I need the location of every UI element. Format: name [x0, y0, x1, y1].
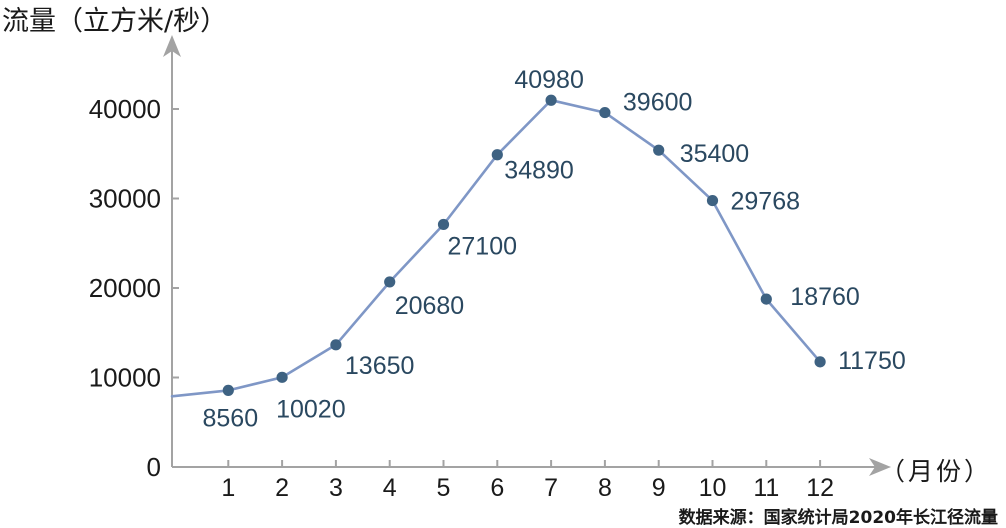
data-point-7 — [545, 94, 557, 106]
data-point-1 — [222, 384, 234, 396]
data-label-1: 8560 — [202, 404, 258, 432]
x-tick-label-10: 10 — [699, 474, 727, 502]
y-axis-title: 流量（立方米/秒） — [2, 6, 227, 37]
data-point-2 — [276, 371, 288, 383]
data-label-4: 20680 — [395, 292, 465, 320]
data-label-5: 27100 — [448, 232, 518, 260]
data-label-12: 11750 — [838, 347, 906, 375]
y-tick-label-40000: 40000 — [89, 94, 161, 124]
x-tick-label-6: 6 — [490, 474, 504, 502]
x-tick-label-8: 8 — [598, 474, 612, 502]
data-label-10: 29768 — [731, 188, 801, 216]
data-label-8: 39600 — [623, 89, 693, 117]
x-axis-arrowhead — [869, 458, 891, 476]
x-axis-title: （月份） — [880, 457, 992, 486]
data-label-7: 40980 — [514, 66, 584, 94]
data-point-5 — [437, 218, 450, 231]
data-point-4 — [384, 276, 396, 288]
y-tick-label-30000: 30000 — [89, 184, 161, 214]
data-labels: 8560 10020 13650 20680 27100 34890 40980 39600 3… — [202, 66, 905, 432]
x-tick-label-4: 4 — [383, 474, 397, 502]
source-note: 数据来源：国家统计局2020年长江径流量 — [679, 507, 998, 528]
data-label-3: 13650 — [345, 352, 415, 380]
x-tick-label-7: 7 — [544, 474, 558, 502]
data-label-6: 34890 — [504, 157, 574, 185]
x-tick-label-12: 12 — [806, 474, 834, 502]
x-tick-label-9: 9 — [652, 474, 666, 502]
data-point-9 — [653, 144, 665, 156]
y-tick-label-20000: 20000 — [89, 273, 161, 303]
data-point-11 — [760, 293, 772, 305]
y-tick-label-10000: 10000 — [89, 363, 161, 393]
data-point-6 — [491, 149, 503, 161]
y-axis-arrowhead — [163, 35, 181, 57]
x-tick-label-1: 1 — [221, 474, 235, 502]
data-label-11: 18760 — [790, 283, 860, 311]
x-tick-label-3: 3 — [329, 474, 343, 502]
data-label-2: 10020 — [276, 395, 346, 423]
data-point-12 — [814, 356, 826, 368]
data-point-10 — [706, 194, 719, 207]
data-point-3 — [330, 339, 342, 351]
y-tick-label-0: 0 — [147, 452, 161, 482]
x-tick-label-11: 11 — [753, 474, 779, 502]
series-group — [170, 94, 826, 398]
data-point-8 — [599, 106, 611, 119]
x-tick-label-2: 2 — [275, 474, 289, 502]
x-tick-label-5: 5 — [437, 474, 451, 502]
data-label-9: 35400 — [680, 140, 750, 168]
